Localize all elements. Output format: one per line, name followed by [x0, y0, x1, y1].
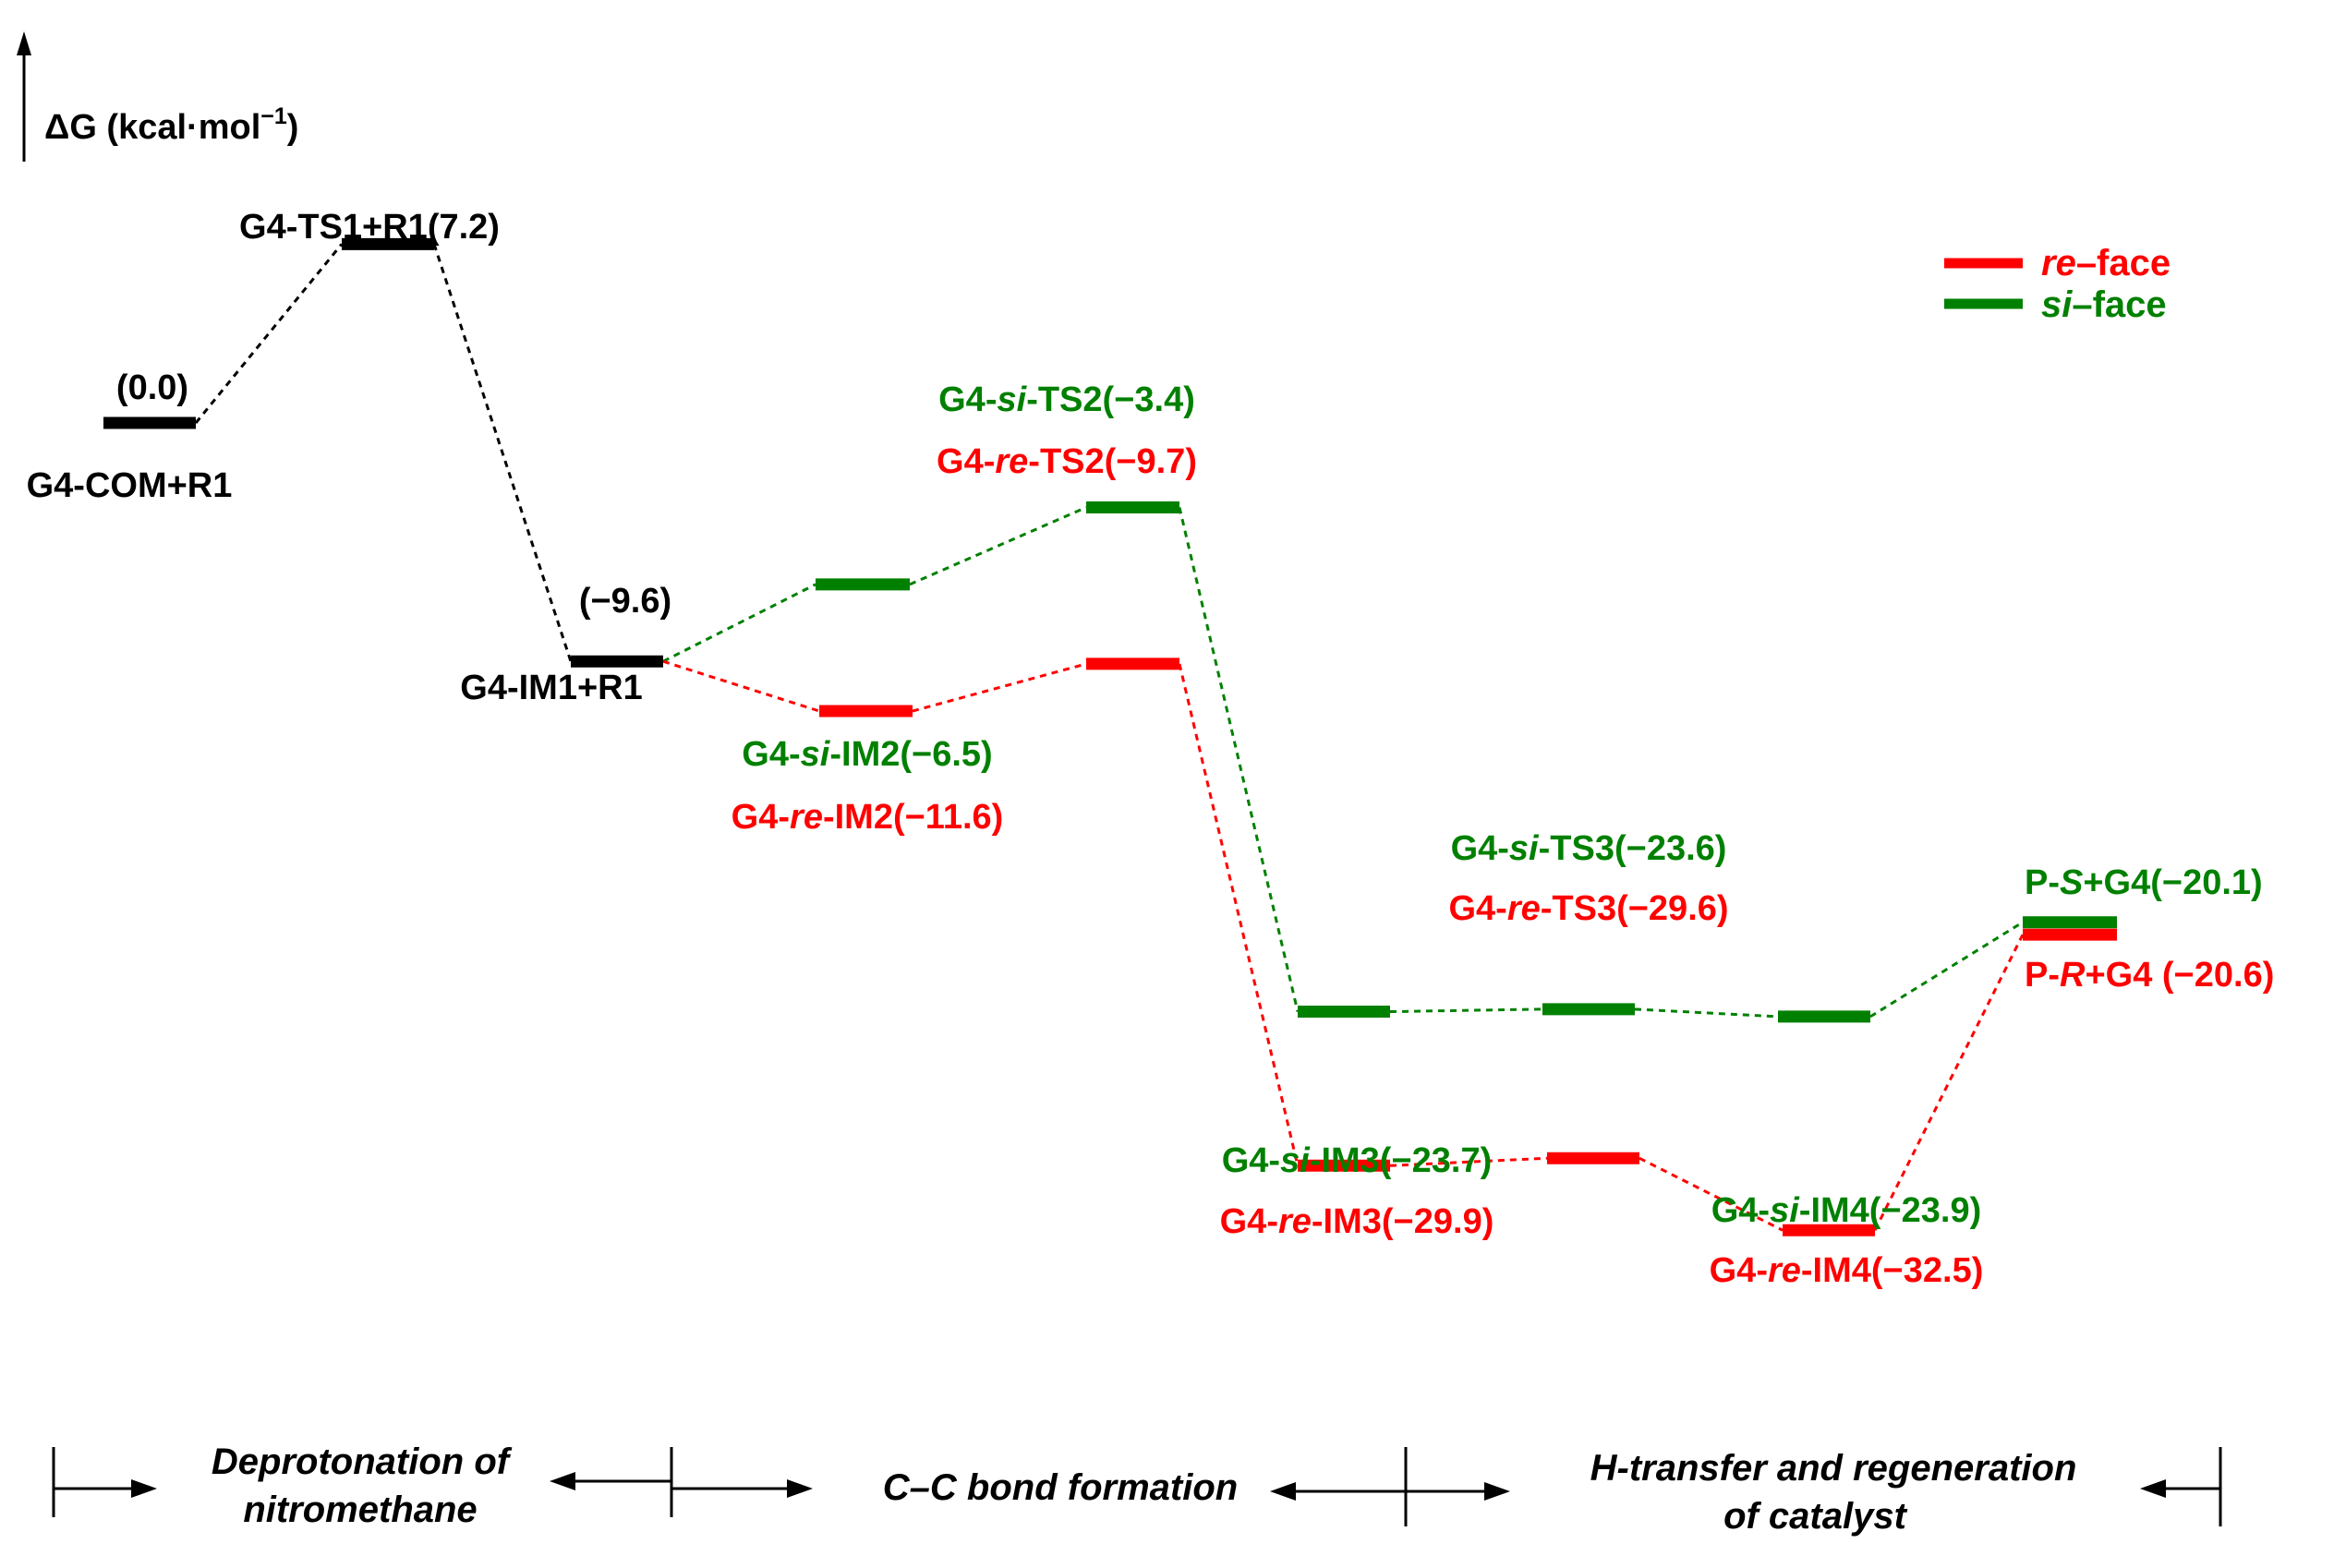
connector-IM1-to-si-IM2	[662, 583, 816, 663]
label-si-TS2: G4-si-TS2(−3.4)	[938, 380, 1195, 419]
label-si-TS3: G4-si-TS3(−23.6)	[1451, 829, 1727, 868]
stage-titles: Deprotonation of nitromethane C–C bond f…	[212, 1441, 2076, 1537]
connector-si-IM2-to-si-TS2	[909, 506, 1087, 586]
y-axis-arrowhead	[17, 31, 31, 55]
label-re-IM2: G4-re-IM2(−11.6)	[732, 798, 1004, 837]
label-P-S: P-S+G4(−20.1)	[2025, 863, 2263, 902]
label-COM: G4-COM+R1	[27, 466, 233, 505]
stage3-title-line1: H-transfer and regeneration	[1590, 1448, 2077, 1489]
connector-TS1-to-IM1	[432, 243, 573, 662]
stage3-arrowhead-right	[2140, 1479, 2166, 1498]
label-re-IM4: G4-re-IM4(−32.5)	[1710, 1251, 1984, 1290]
connector-IM1-to-re-IM2	[662, 659, 820, 713]
value-label-IM1: (−9.6)	[579, 582, 671, 621]
label-P-R: P-R+G4 (−20.6)	[2025, 956, 2274, 995]
stage1-title-line2: nitromethane	[243, 1490, 477, 1530]
connector-COM-to-TS1	[194, 243, 344, 424]
label-re-TS2: G4-re-TS2(−9.7)	[937, 442, 1197, 481]
stage3-arrowhead-left	[1484, 1482, 1510, 1501]
label-si-IM4: G4-si-IM4(−23.9)	[1711, 1191, 1982, 1230]
stage1-title-line1: Deprotonation of	[212, 1441, 513, 1482]
label-si-IM2: G4-si-IM2(−6.5)	[742, 735, 992, 774]
connector-lines	[194, 243, 2025, 1232]
connector-si-TS2-to-si-IM3	[1178, 507, 1300, 1012]
y-axis: ΔG (kcal·mol−1)	[17, 31, 298, 162]
state-labels: G4-COM+R1 (0.0) G4-TS1+R1(7.2) G4-IM1+R1 (−9…	[27, 208, 2275, 1290]
connector-si-IM3-to-si-TS3	[1389, 1007, 1543, 1014]
legend: re–face si–face	[1944, 243, 2171, 325]
stage-brackets	[52, 1447, 2222, 1526]
value-label-COM: (0.0)	[116, 368, 188, 407]
y-axis-label: ΔG (kcal·mol−1)	[44, 103, 298, 147]
legend-si-label: si–face	[2041, 284, 2167, 325]
connector-re-IM2-to-re-TS2	[912, 662, 1087, 713]
connector-re-IM4-to-P-R	[1873, 934, 2025, 1231]
stage2-title: C–C bond formation	[883, 1467, 1238, 1508]
label-re-IM3: G4-re-IM3(−29.9)	[1220, 1202, 1494, 1241]
stage3-title-line2: of catalyst	[1723, 1496, 1908, 1537]
label-IM1: G4-IM1+R1	[460, 669, 642, 707]
stage2-arrowhead-right	[1270, 1482, 1296, 1501]
connector-re-TS3-to-re-IM4	[1639, 1156, 1784, 1232]
label-si-IM3: G4-si-IM3(−23.7)	[1222, 1141, 1493, 1180]
stage2-arrowhead-left	[787, 1479, 813, 1498]
energy-levels	[103, 237, 2117, 1236]
connector-re-IM3-to-re-TS3	[1389, 1156, 1548, 1167]
connector-si-IM4-to-P-S	[1869, 921, 2024, 1019]
label-TS1: G4-TS1+R1(7.2)	[239, 208, 500, 247]
label-re-TS3: G4-re-TS3(−29.6)	[1448, 889, 1728, 928]
legend-re-label: re–face	[2041, 243, 2171, 283]
stage1-arrowhead-right	[550, 1472, 575, 1490]
stage1-arrowhead-left	[131, 1479, 157, 1498]
connector-re-TS2-to-re-IM3	[1178, 663, 1300, 1166]
connector-si-TS3-to-si-IM4	[1634, 1007, 1779, 1019]
